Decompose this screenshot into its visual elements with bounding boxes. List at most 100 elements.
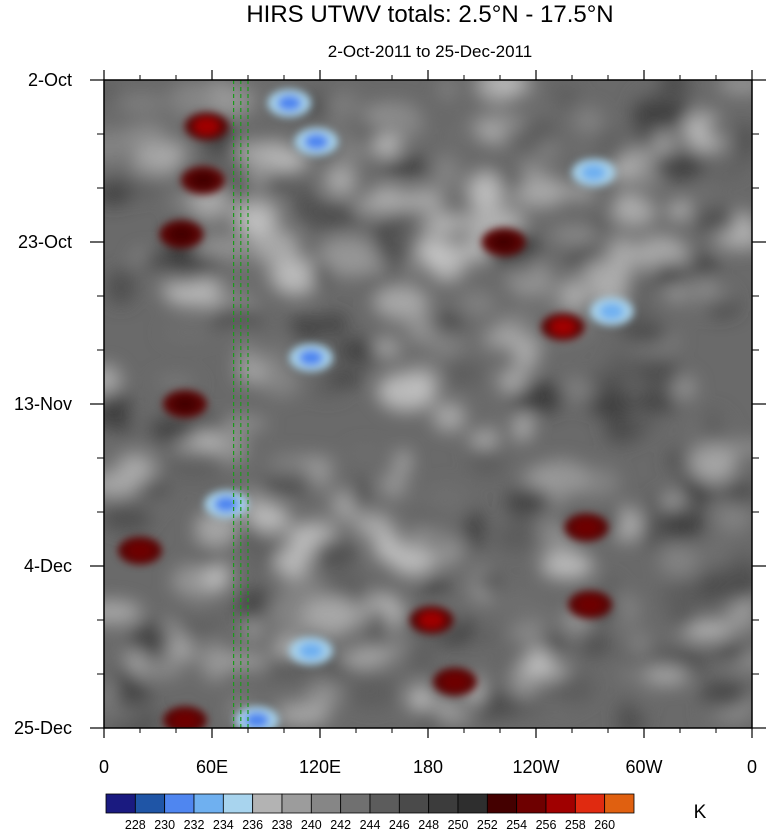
texture-blob bbox=[220, 321, 259, 339]
feature-blob bbox=[204, 490, 249, 519]
feature-blob bbox=[181, 166, 225, 195]
texture-blob bbox=[394, 449, 412, 474]
texture-blob bbox=[698, 148, 739, 166]
texture-blob bbox=[430, 154, 461, 192]
colorbar-label: 246 bbox=[389, 818, 410, 830]
colorbar-box bbox=[369, 793, 400, 814]
x-axis: 0 60E 120E 180 120W 60W 0 bbox=[99, 70, 757, 777]
texture-blob bbox=[169, 192, 191, 212]
colorbar-box bbox=[398, 793, 430, 814]
colorbar-box bbox=[457, 793, 488, 814]
feature-core bbox=[173, 396, 197, 412]
texture-blob bbox=[276, 704, 331, 726]
feature-blob bbox=[163, 390, 207, 418]
texture-blob bbox=[432, 401, 466, 432]
texture-blob bbox=[106, 269, 136, 306]
feature-blob bbox=[289, 343, 333, 372]
x-tick-label: 60E bbox=[196, 757, 228, 777]
texture-blob bbox=[721, 479, 752, 506]
texture-blob bbox=[678, 474, 715, 506]
texture-blob bbox=[353, 512, 394, 539]
texture-blob bbox=[505, 486, 552, 518]
feature-core bbox=[128, 542, 152, 559]
texture-blob bbox=[353, 197, 414, 214]
texture-blob bbox=[497, 100, 522, 115]
y-tick-label: 2-Oct bbox=[28, 70, 72, 90]
colorbar-label: 260 bbox=[594, 818, 615, 830]
texture-blob bbox=[104, 182, 132, 205]
feature-core bbox=[574, 519, 599, 536]
colorbar-box bbox=[193, 793, 224, 814]
colorbar-box bbox=[516, 793, 547, 814]
feature-blob bbox=[568, 590, 612, 619]
y-tick-label: 4-Dec bbox=[24, 556, 72, 576]
texture-blob bbox=[308, 463, 332, 489]
texture-blob bbox=[154, 273, 203, 287]
y-tick-label: 13-Nov bbox=[14, 394, 72, 414]
feature-blob bbox=[294, 127, 339, 156]
texture-blob bbox=[713, 229, 752, 250]
texture-blob bbox=[693, 207, 738, 234]
texture-blob bbox=[116, 663, 136, 684]
colorbar-label: 254 bbox=[506, 818, 527, 830]
reference-lines bbox=[233, 80, 249, 728]
texture-blob bbox=[113, 683, 151, 706]
colorbar-label: 250 bbox=[448, 818, 469, 830]
texture-blob bbox=[655, 504, 705, 542]
texture-blob bbox=[472, 631, 503, 644]
texture-blob bbox=[687, 446, 731, 462]
colorbar-box bbox=[222, 793, 254, 814]
x-tick-label: 0 bbox=[747, 757, 757, 777]
texture-blob bbox=[489, 409, 520, 444]
texture-blob bbox=[195, 416, 227, 430]
texture-blob bbox=[714, 501, 752, 533]
texture-blob bbox=[250, 504, 291, 533]
colorbar-label: 258 bbox=[565, 818, 586, 830]
texture-blob bbox=[379, 471, 408, 499]
texture-blob bbox=[313, 537, 356, 569]
feature-core bbox=[304, 133, 329, 150]
colorbar-box bbox=[545, 793, 576, 814]
texture-blob bbox=[389, 544, 436, 577]
feature-core bbox=[299, 642, 323, 659]
colorbar-box bbox=[428, 793, 459, 814]
texture-blob bbox=[372, 134, 401, 158]
texture-blob bbox=[194, 510, 239, 548]
feature-core bbox=[245, 712, 269, 728]
colorbar-label: 236 bbox=[242, 818, 263, 830]
texture-blob bbox=[310, 260, 331, 288]
colorbar-box bbox=[574, 793, 606, 814]
texture-blob bbox=[323, 164, 358, 197]
texture-blob bbox=[161, 323, 216, 342]
texture-blob bbox=[618, 326, 669, 345]
feature-blob bbox=[433, 667, 477, 696]
colorbar-box bbox=[486, 793, 518, 814]
feature-blob bbox=[163, 706, 207, 728]
texture-blob bbox=[631, 95, 691, 128]
texture-blob bbox=[325, 370, 364, 386]
texture-blob bbox=[350, 476, 369, 511]
texture-blob bbox=[466, 171, 503, 212]
texture-blob bbox=[154, 376, 197, 390]
colorbar-label: 256 bbox=[536, 818, 557, 830]
feature-blob bbox=[541, 312, 585, 341]
feature-blob bbox=[289, 636, 333, 665]
texture-blob bbox=[385, 245, 404, 279]
texture-blob bbox=[544, 277, 567, 311]
texture-blob bbox=[270, 257, 321, 296]
texture-blob bbox=[294, 188, 314, 215]
feature-core bbox=[581, 164, 606, 181]
texture-blob bbox=[420, 523, 451, 558]
texture-blob bbox=[192, 236, 250, 259]
colorbar-box bbox=[604, 793, 635, 814]
feature-core bbox=[443, 673, 467, 690]
colorbar-box bbox=[164, 793, 195, 814]
texture-blob bbox=[700, 536, 733, 570]
colorbar-label: 232 bbox=[184, 818, 205, 830]
texture-blob bbox=[133, 142, 188, 167]
texture-blob bbox=[407, 641, 435, 672]
texture-blob bbox=[438, 80, 457, 101]
texture-blob bbox=[429, 334, 465, 359]
texture-blob bbox=[564, 296, 585, 309]
